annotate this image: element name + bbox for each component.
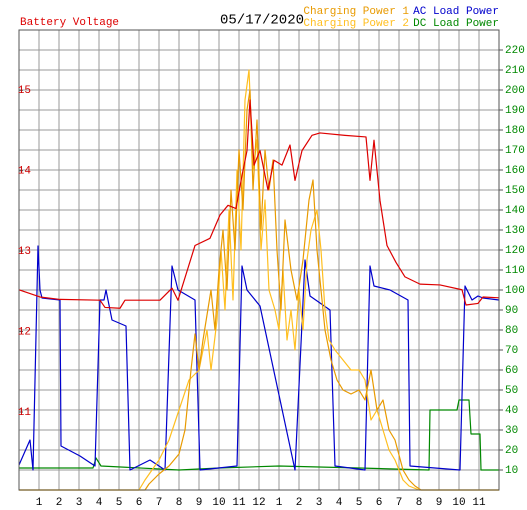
x-tick-label: 8 <box>416 497 423 509</box>
y2-tick-label: 220 <box>505 45 525 57</box>
legend-label: DC Load Power <box>413 18 499 30</box>
series-line <box>19 399 499 471</box>
y2-tick-label: 190 <box>505 105 525 117</box>
x-tick-label: 9 <box>196 497 203 509</box>
y2-tick-label: 130 <box>505 225 525 237</box>
x-tick-label: 3 <box>76 497 83 509</box>
y2-tick-label: 20 <box>505 445 518 457</box>
y2-tick-label: 30 <box>505 425 518 437</box>
x-tick-label: 8 <box>176 497 183 509</box>
y-tick-label: 12 <box>18 326 31 338</box>
y-tick-label: 14 <box>18 166 32 178</box>
plot-frame <box>18 29 500 491</box>
y2-tick-label: 140 <box>505 205 525 217</box>
x-tick-label: 2 <box>296 497 303 509</box>
series-line <box>18 99 500 309</box>
y2-tick-label: 10 <box>505 465 518 477</box>
x-tick-label: 4 <box>336 497 343 509</box>
x-tick-label: 10 <box>212 497 225 509</box>
x-tick-label: 5 <box>116 497 123 509</box>
y-tick-label: 11 <box>18 407 32 419</box>
y2-tick-label: 60 <box>505 365 518 377</box>
x-tick-label: 10 <box>452 497 465 509</box>
x-tick-label: 1 <box>36 497 43 509</box>
x-tick-label: 6 <box>376 497 383 509</box>
y-tick-label: 15 <box>18 85 31 97</box>
chart-title: 05/17/2020 <box>220 13 304 29</box>
y2-tick-label: 100 <box>505 285 525 297</box>
legend-label: Charging Power 1 <box>303 6 409 18</box>
x-tick-label: 7 <box>396 497 403 509</box>
x-tick-label: 9 <box>436 497 443 509</box>
series-line <box>18 245 500 471</box>
y2-tick-label: 170 <box>505 145 525 157</box>
legend-label: Charging Power 2 <box>303 18 409 30</box>
x-tick-label: 5 <box>356 497 363 509</box>
y2-tick-label: 200 <box>505 85 525 97</box>
y2-tick-label: 40 <box>505 405 518 417</box>
y-tick-label: 13 <box>18 246 31 258</box>
plot-lines <box>18 69 500 491</box>
y2-tick-label: 150 <box>505 185 525 197</box>
x-tick-label: 1 <box>276 497 283 509</box>
legend-label: AC Load Power <box>413 6 499 18</box>
x-tick-label: 3 <box>316 497 323 509</box>
y2-tick-label: 180 <box>505 125 525 137</box>
y2-tick-label: 50 <box>505 385 518 397</box>
series-line <box>19 89 499 491</box>
x-tick-label: 11 <box>472 497 486 509</box>
x-tick-label: 11 <box>232 497 246 509</box>
y2-tick-label: 120 <box>505 245 525 257</box>
x-tick-label: 7 <box>156 497 163 509</box>
y2-tick-label: 90 <box>505 305 518 317</box>
x-tick-label: 2 <box>56 497 63 509</box>
legend-label: Battery Voltage <box>20 17 119 29</box>
grid <box>19 30 499 490</box>
x-tick-label: 4 <box>96 497 103 509</box>
y2-tick-label: 80 <box>505 325 518 337</box>
y2-tick-label: 110 <box>505 265 525 277</box>
y2-tick-label: 210 <box>505 65 525 77</box>
y2-tick-label: 160 <box>505 165 525 177</box>
y2-tick-label: 70 <box>505 345 518 357</box>
x-tick-label: 12 <box>252 497 265 509</box>
x-tick-label: 6 <box>136 497 143 509</box>
